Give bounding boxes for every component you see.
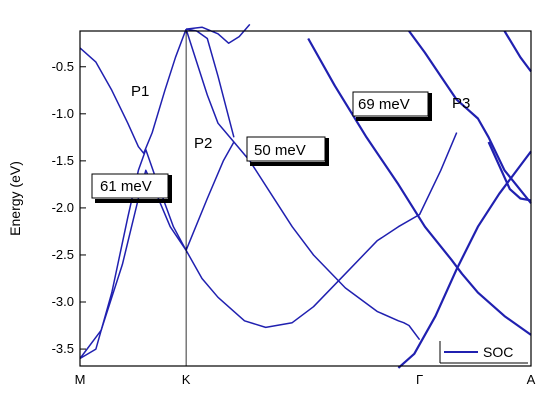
band-lines	[79, 23, 532, 369]
gap-label-69: 69 meV	[358, 96, 410, 113]
band-line-7	[186, 23, 251, 44]
x-tick-label: K	[182, 372, 191, 387]
x-tick-label: A	[527, 372, 536, 387]
band-line-8	[307, 37, 532, 336]
legend: SOC	[435, 337, 528, 364]
x-tick-label: M	[75, 372, 86, 387]
y-tick-label: -3.5	[52, 341, 74, 356]
y-tick-label: -1.0	[52, 106, 74, 121]
band-line-9	[408, 30, 532, 204]
y-axis-label: Energy (eV)	[7, 161, 23, 236]
gap-box-50: 50 meV	[246, 136, 329, 166]
band-line-1	[79, 28, 187, 155]
annotation-p1: P1	[131, 83, 149, 100]
gap-box-69: 69 meV	[352, 91, 432, 121]
y-tick-label: -0.5	[52, 59, 74, 74]
y-tick-label: -3.0	[52, 294, 74, 309]
annotation-p2: P2	[194, 135, 212, 152]
band-line-6	[185, 28, 235, 138]
gap-label-61: 61 meV	[100, 178, 152, 195]
band-line-11	[487, 141, 532, 202]
gap-label-50: 50 meV	[254, 142, 306, 159]
y-axis-ticks: -0.5 -1.0 -1.5 -2.0 -2.5 -3.0 -3.5	[52, 59, 86, 356]
y-tick-label: -2.0	[52, 200, 74, 215]
band-line-2	[79, 141, 235, 360]
x-tick-label: Γ	[416, 372, 423, 387]
band-line-10	[397, 150, 532, 369]
y-tick-label: -1.5	[52, 153, 74, 168]
band-line-5	[185, 132, 458, 329]
legend-label: SOC	[483, 344, 513, 360]
gap-box-61: 61 meV	[91, 173, 172, 203]
plot-frame	[79, 30, 532, 367]
band-line-4	[185, 28, 421, 341]
y-tick-label: -2.5	[52, 247, 74, 262]
band-line-12	[503, 30, 532, 73]
annotation-p3: P3	[452, 95, 470, 112]
